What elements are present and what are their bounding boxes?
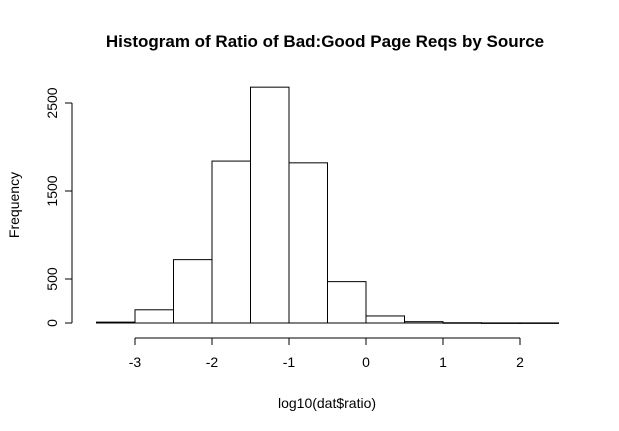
histogram-bar-11 [519,322,559,324]
y-tick-label-2: 1500 [44,175,60,206]
y-tick-label-3: 2500 [44,87,60,118]
x-tick-label-3: 0 [362,354,370,370]
x-tick-label-2: -1 [283,354,296,370]
histogram-bar-5 [288,162,328,324]
histogram-bar-6 [327,281,367,324]
y-tick-label-1: 500 [44,267,60,291]
histogram-bar-0 [96,321,136,324]
x-tick-label-0: -3 [129,354,142,370]
histogram-bar-9 [442,322,482,324]
y-axis-label: Frequency [6,172,22,238]
y-tick-label-0: 0 [44,319,60,327]
y-axis: 0 500 1500 2500 [44,87,73,327]
histogram-bar-10 [481,322,521,324]
histogram-bar-1 [134,309,174,324]
x-tick-label-5: 2 [516,354,524,370]
histogram-bar-7 [365,315,405,324]
x-axis: -3 -2 -1 0 1 2 [129,337,524,370]
chart-title: Histogram of Ratio of Bad:Good Page Reqs… [106,32,544,51]
histogram-bar-2 [173,259,213,324]
x-tick-label-1: -2 [206,354,219,370]
histogram-bar-4 [250,86,290,324]
histogram-bar-3 [211,160,251,324]
bars-group [96,86,559,324]
histogram-bar-8 [404,321,444,324]
x-tick-label-4: 1 [439,354,447,370]
x-axis-label: log10(dat$ratio) [278,395,376,411]
